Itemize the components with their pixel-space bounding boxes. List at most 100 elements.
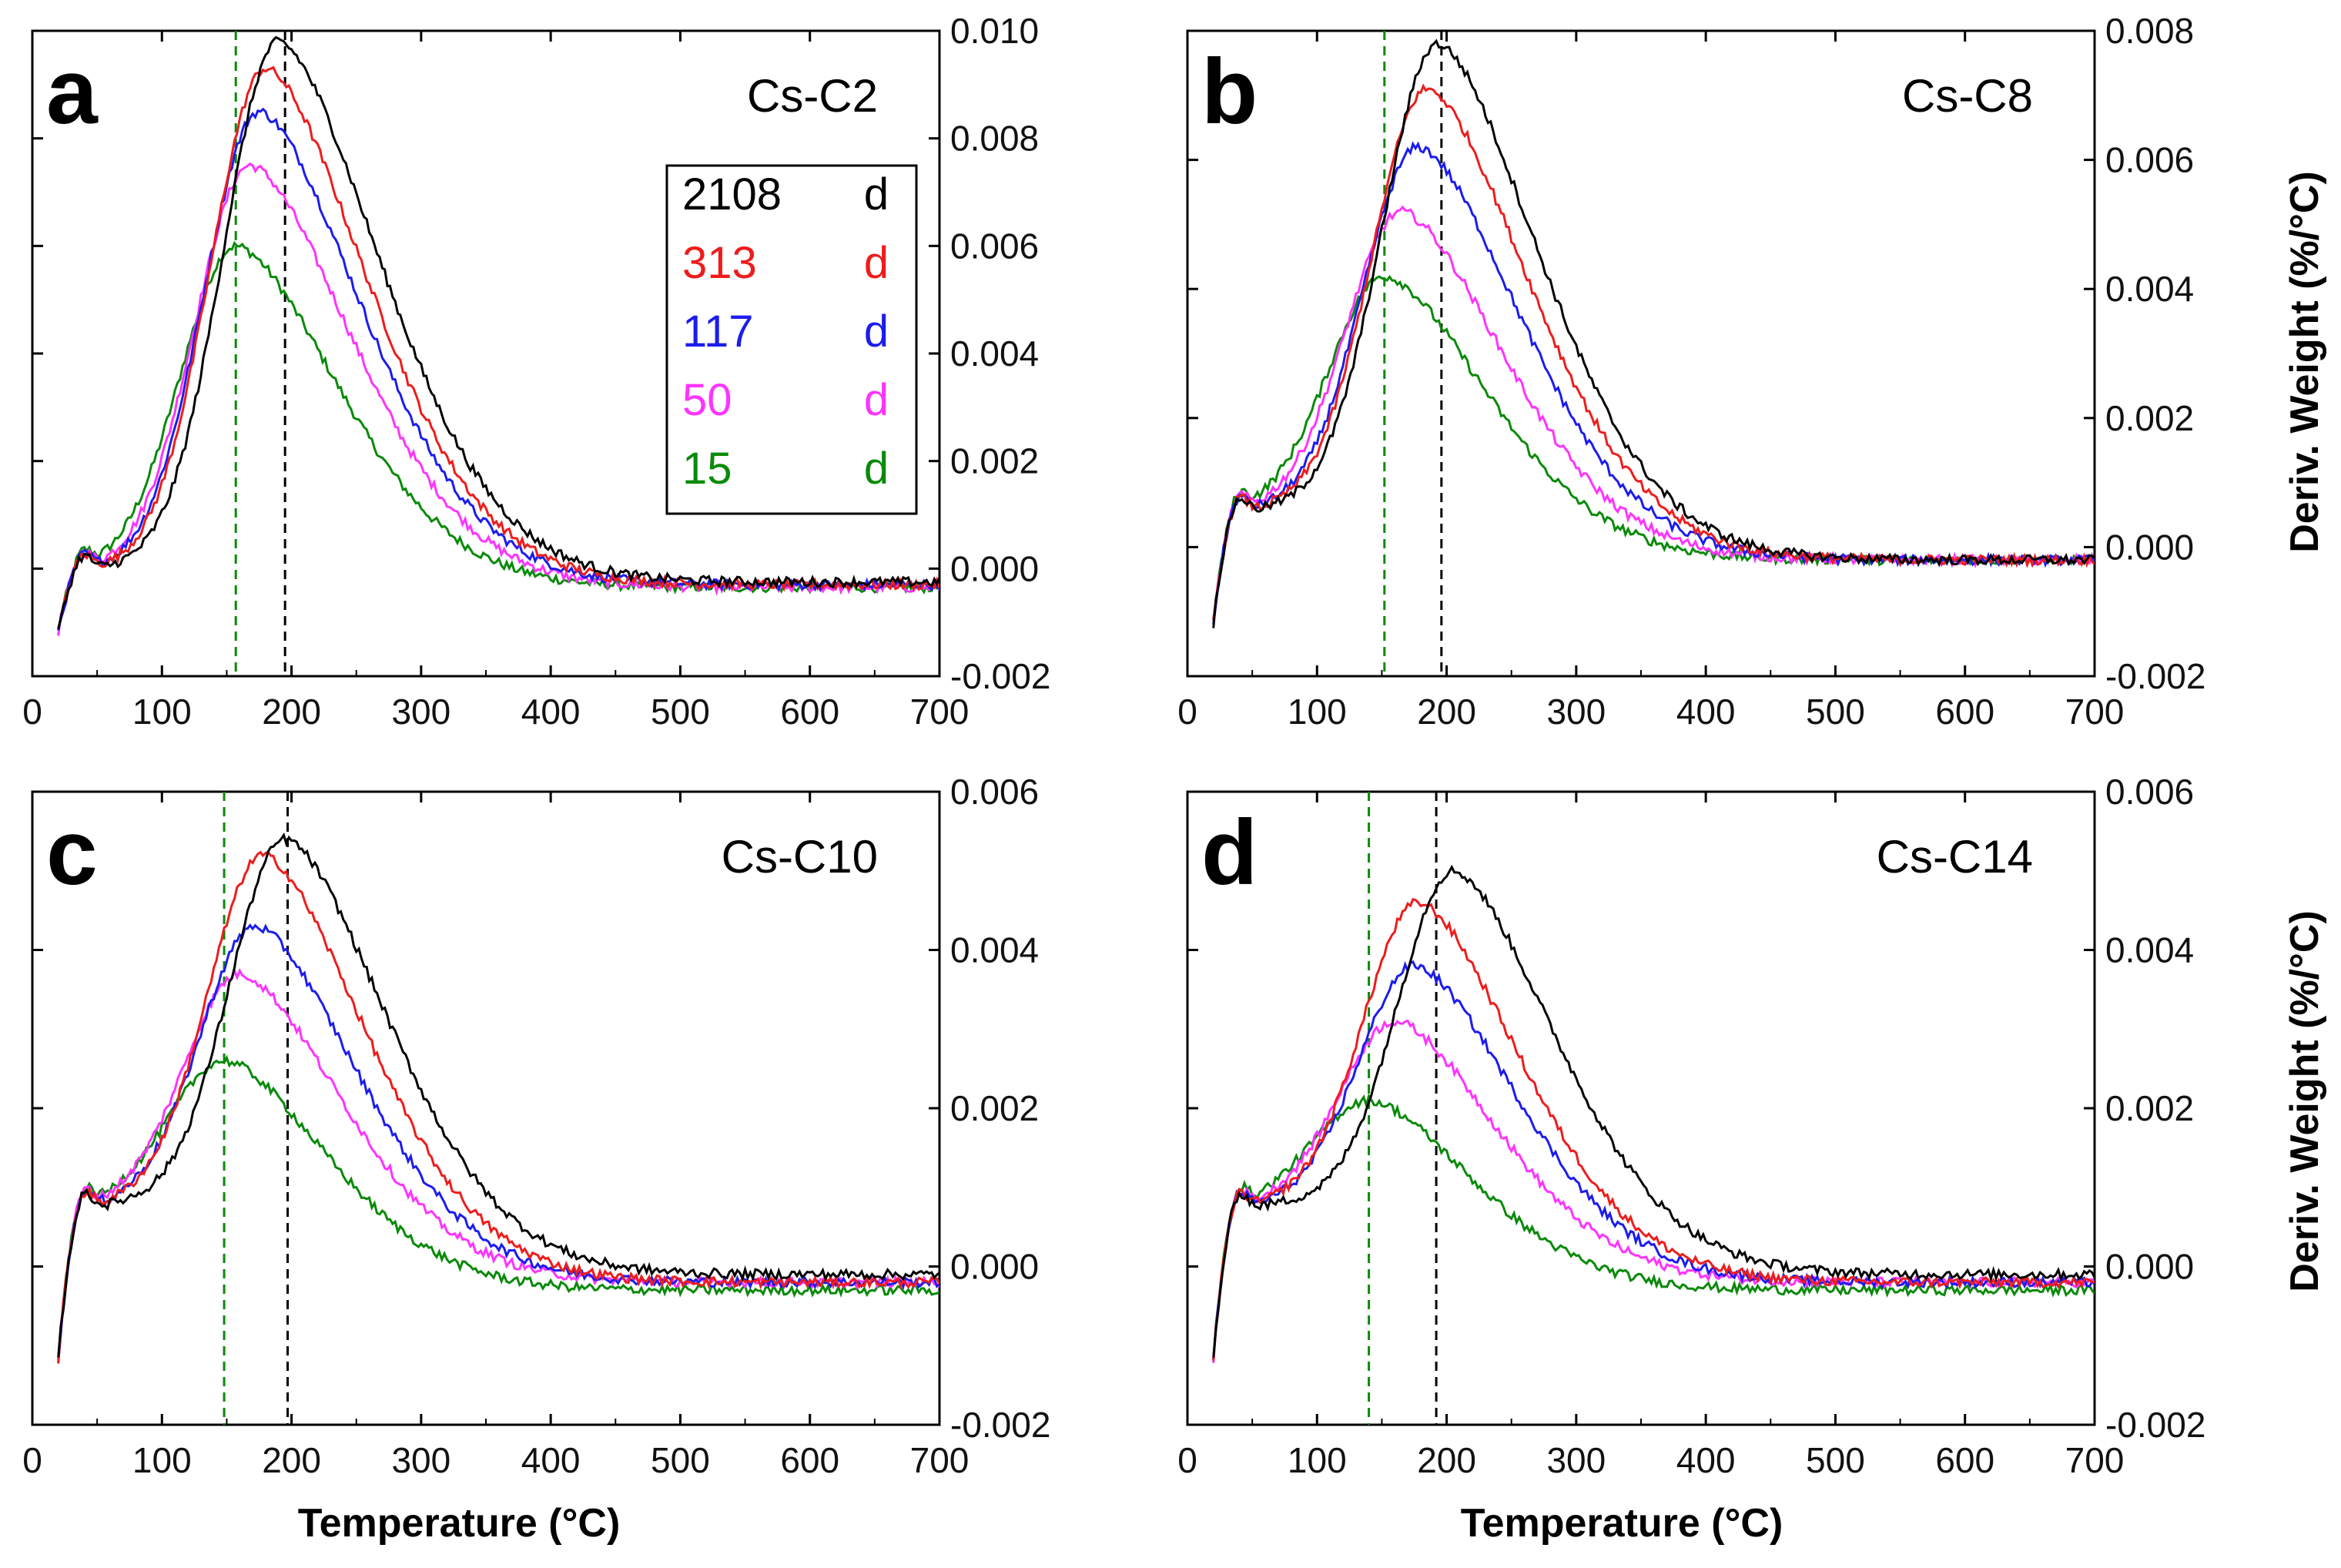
x-axis-title-left: Temperature (°C) [298, 1501, 621, 1546]
series-line-2108-d [57, 35, 939, 630]
legend-unit: d [864, 375, 889, 425]
y-tick-label: 0.004 [950, 333, 1039, 374]
y-tick-label: -0.002 [950, 1405, 1050, 1445]
series-line-117-d [1212, 141, 2095, 625]
x-tick-label: 600 [1935, 692, 1994, 732]
y-tick-label: 0.006 [950, 226, 1039, 266]
y-tick-label: 0.004 [2105, 930, 2194, 970]
x-tick-label: 0 [1177, 692, 1197, 732]
series-line-313-d [57, 850, 939, 1364]
panel-letter: b [1201, 40, 1258, 143]
series-line-2108-d [1212, 39, 2095, 628]
x-tick-label: 500 [651, 692, 710, 732]
x-tick-label: 700 [2065, 1440, 2125, 1480]
x-tick-label: 300 [1546, 692, 1606, 732]
x-tick-label: 400 [1676, 1440, 1736, 1480]
x-tick-label: 0 [22, 1440, 42, 1480]
legend-unit: d [864, 444, 889, 494]
x-tick-label: 100 [132, 692, 192, 732]
x-tick-label: 200 [1417, 1440, 1476, 1480]
y-tick-label: 0.006 [2105, 772, 2194, 812]
x-tick-label: 500 [1806, 692, 1865, 732]
plot-frame [1186, 790, 2096, 1426]
legend-unit: d [864, 238, 889, 288]
panel-letter: d [1201, 801, 1258, 904]
panel-d: 0 100 200 300 400 500 600 700 0.006 0.004 0.002 0.0… [1177, 772, 2205, 1480]
plot-frame [1186, 29, 2096, 678]
x-tick-label: 200 [262, 692, 321, 732]
legend-age: 15 [682, 444, 732, 494]
panel-letter: c [46, 801, 98, 904]
x-tick-label: 500 [651, 1440, 710, 1480]
x-tick-label: 500 [1806, 1440, 1865, 1480]
y-tick-label: 0.000 [950, 1247, 1039, 1287]
y-tick-label: 0.010 [950, 11, 1039, 51]
y-tick-label: -0.002 [2105, 1405, 2205, 1445]
y-tick-label: 0.002 [950, 441, 1039, 481]
panel-c: 0 100 200 300 400 500 600 700 0.006 0.004 0.002 0.0… [22, 772, 1050, 1480]
series-line-313-d [1212, 898, 2095, 1361]
legend-age: 2108 [682, 169, 782, 219]
x-tick-label: 700 [2065, 692, 2125, 732]
legend-age: 313 [682, 238, 757, 288]
series-line-117-d [57, 923, 939, 1362]
y-tick-label: 0.002 [950, 1088, 1039, 1128]
legend-age: 50 [682, 375, 732, 425]
panel-title: Cs-C8 [1902, 70, 2033, 122]
panels: 0 100 200 300 400 500 600 7000.0100.0080.0060.0… [22, 11, 2205, 1480]
x-tick-label: 400 [1676, 692, 1736, 732]
x-tick-label: 0 [1177, 1440, 1197, 1480]
x-tick-label: 300 [1546, 1440, 1606, 1480]
series-line-50-d [57, 967, 939, 1361]
y-tick-label: 0.002 [2105, 398, 2194, 438]
panel-title: Cs-C14 [1877, 831, 2033, 883]
x-tick-label: 600 [780, 692, 839, 732]
x-tick-label: 400 [521, 692, 581, 732]
x-tick-label: 200 [262, 1440, 321, 1480]
x-tick-label: 100 [1288, 1440, 1347, 1480]
x-tick-label: 200 [1417, 692, 1476, 732]
panel-b: 0 100 200 300 400 500 600 700 0.008 0.006 0.004 0.0… [1177, 11, 2205, 732]
x-tick-label: 300 [391, 692, 450, 732]
y-axis-title-top: Deriv. Weight (%/°C) [2282, 171, 2327, 553]
series-group [57, 35, 939, 636]
y-tick-label: 0.006 [2105, 140, 2194, 180]
series-line-15-d [1212, 1093, 2095, 1362]
x-tick-label: 400 [521, 1440, 581, 1480]
panel-letter: a [46, 40, 99, 143]
y-tick-label: 0.002 [2105, 1088, 2194, 1128]
y-tick-label: 0.008 [950, 119, 1039, 159]
x-axis-title-right: Temperature (°C) [1461, 1501, 1783, 1546]
y-tick-label: 0.004 [950, 930, 1039, 970]
x-tick-label: 100 [132, 1440, 192, 1480]
x-tick-label: 600 [780, 1440, 839, 1480]
panel-title: Cs-C2 [747, 70, 878, 122]
legend: 2108 d 313 d 117 d 50 d 15 d [665, 164, 918, 515]
legend-age: 117 [682, 307, 753, 357]
y-tick-label: 0.004 [2105, 269, 2194, 309]
legend-unit: d [864, 169, 889, 219]
x-tick-label: 300 [391, 1440, 450, 1480]
y-tick-label: -0.002 [2105, 656, 2205, 696]
x-tick-label: 700 [910, 1440, 970, 1480]
legend-box [665, 164, 918, 515]
series-group [57, 832, 939, 1364]
x-tick-label: 700 [910, 692, 970, 732]
legend-unit: d [864, 307, 889, 357]
series-line-2108-d [1212, 864, 2095, 1359]
series-group [1212, 864, 2095, 1363]
x-tick-label: 100 [1288, 692, 1347, 732]
y-tick-label: 0.008 [2105, 11, 2194, 51]
series-line-50-d [1212, 1019, 2095, 1363]
panel-a: 0 100 200 300 400 500 600 700 0.010 0.008 0.006 0.0… [22, 11, 1050, 732]
y-tick-label: -0.002 [950, 656, 1050, 696]
series-line-117-d [1212, 960, 2095, 1360]
plot-frame [31, 790, 941, 1426]
series-line-2108-d [57, 832, 939, 1358]
y-axis-title-bottom: Deriv. Weight (%/°C) [2282, 910, 2327, 1292]
panel-title: Cs-C10 [722, 831, 878, 883]
x-tick-label: 600 [1935, 1440, 1994, 1480]
x-tick-label: 0 [22, 692, 42, 732]
y-tick-label: 0.006 [950, 772, 1039, 812]
